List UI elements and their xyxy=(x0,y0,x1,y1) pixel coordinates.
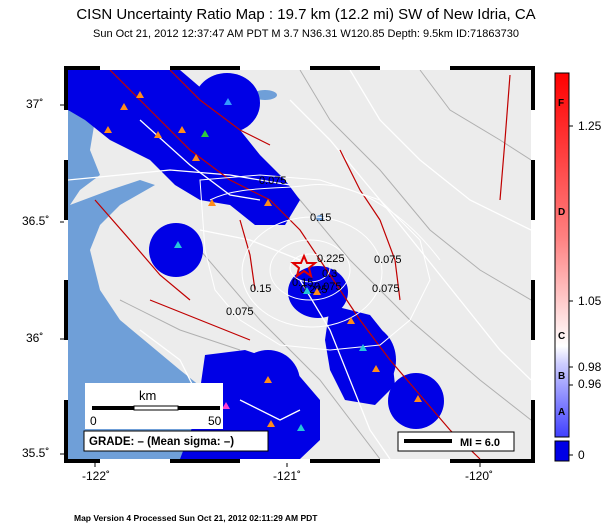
lon-label: -120˚ xyxy=(465,469,494,483)
axis-ticks xyxy=(60,104,481,467)
contour-label: 0.15 xyxy=(310,212,331,224)
fault-lines xyxy=(94,70,511,459)
colorbar-tick: 1.25 xyxy=(578,119,602,133)
colorbar-grade: A xyxy=(558,407,566,418)
map-subtitle: Sun Oct 21, 2012 12:37:47 AM PDT M 3.7 N… xyxy=(92,28,519,40)
lat-label: 36.5˚ xyxy=(22,214,50,228)
contour-label: 0.15 xyxy=(292,277,313,289)
contour-label: 0.225 xyxy=(317,253,345,265)
lon-label: -121˚ xyxy=(273,469,302,483)
contour-label: 0.3 xyxy=(322,268,337,280)
contour-label: 0.075 xyxy=(314,281,342,293)
scale-bar-min: 0 xyxy=(90,414,97,428)
colorbar-grade: C xyxy=(558,331,566,342)
mi-legend-text: MI = 6.0 xyxy=(460,437,500,449)
colorbar xyxy=(554,72,573,462)
colorbar-grade: F xyxy=(558,98,565,109)
lat-label: 37˚ xyxy=(26,97,44,111)
contour-label: 0.075 xyxy=(226,306,254,318)
mi-legend: MI = 6.0 xyxy=(397,431,515,452)
colorbar-grade: D xyxy=(558,207,566,218)
lat-label: 35.5˚ xyxy=(22,446,50,460)
contour-label: 0.075 xyxy=(374,254,402,266)
lon-label: -122˚ xyxy=(82,469,111,483)
uncertainty-contours xyxy=(199,174,441,351)
county-lines xyxy=(119,70,531,459)
contour-label: 0.15 xyxy=(250,283,271,295)
roads xyxy=(68,70,531,459)
colorbar-tick: 1.05 xyxy=(578,294,602,308)
grade-text: GRADE: – (Mean sigma: –) xyxy=(89,436,234,448)
scale-bar-title: km xyxy=(139,388,156,403)
scale-bar-max: 50 xyxy=(208,414,222,428)
colorbar-grade: B xyxy=(558,371,566,382)
lat-label: 36˚ xyxy=(26,331,44,345)
grade-box: GRADE: – (Mean sigma: –) xyxy=(83,430,269,452)
contour-labels: 0.075 0.15 0.225 0.3 0.15 0.075 0.075 0.… xyxy=(226,175,402,318)
scale-bar: km 0 50 xyxy=(85,383,223,429)
map-title: CISN Uncertainty Ratio Map : 19.7 km (12… xyxy=(76,6,536,23)
colorbar-tick: 0.96 xyxy=(578,377,602,391)
contour-label: 0.075 xyxy=(259,175,287,187)
epicenter-star xyxy=(290,253,318,279)
colorbar-tick: 0 xyxy=(578,448,585,462)
ocean xyxy=(68,70,235,459)
colorbar-tick: 0.98 xyxy=(578,360,602,374)
map-footer: Map Version 4 Processed Sun Oct 21, 2012… xyxy=(74,513,318,523)
contour-label: 0.075 xyxy=(372,283,400,295)
